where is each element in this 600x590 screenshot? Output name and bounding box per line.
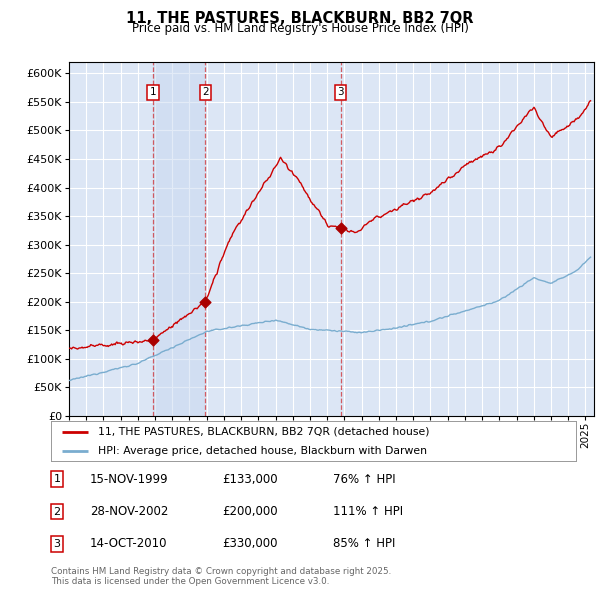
Text: Price paid vs. HM Land Registry's House Price Index (HPI): Price paid vs. HM Land Registry's House … bbox=[131, 22, 469, 35]
Point bbox=[336, 223, 346, 232]
Text: 11, THE PASTURES, BLACKBURN, BB2 7QR: 11, THE PASTURES, BLACKBURN, BB2 7QR bbox=[126, 11, 474, 25]
Text: 11, THE PASTURES, BLACKBURN, BB2 7QR (detached house): 11, THE PASTURES, BLACKBURN, BB2 7QR (de… bbox=[98, 427, 430, 437]
Text: 76% ↑ HPI: 76% ↑ HPI bbox=[333, 473, 395, 486]
Text: 15-NOV-1999: 15-NOV-1999 bbox=[90, 473, 169, 486]
Text: 111% ↑ HPI: 111% ↑ HPI bbox=[333, 505, 403, 518]
Text: HPI: Average price, detached house, Blackburn with Darwen: HPI: Average price, detached house, Blac… bbox=[98, 446, 427, 456]
Text: 2: 2 bbox=[53, 507, 61, 516]
Bar bbox=[153, 62, 205, 416]
Text: 3: 3 bbox=[337, 87, 344, 97]
Text: 3: 3 bbox=[53, 539, 61, 549]
Text: 14-OCT-2010: 14-OCT-2010 bbox=[90, 537, 167, 550]
Point bbox=[200, 297, 210, 306]
Text: £133,000: £133,000 bbox=[222, 473, 278, 486]
Text: £200,000: £200,000 bbox=[222, 505, 278, 518]
Text: 85% ↑ HPI: 85% ↑ HPI bbox=[333, 537, 395, 550]
Text: 28-NOV-2002: 28-NOV-2002 bbox=[90, 505, 169, 518]
Text: Contains HM Land Registry data © Crown copyright and database right 2025.
This d: Contains HM Land Registry data © Crown c… bbox=[51, 567, 391, 586]
Text: 1: 1 bbox=[149, 87, 157, 97]
Text: 1: 1 bbox=[53, 474, 61, 484]
Text: 2: 2 bbox=[202, 87, 208, 97]
Point bbox=[148, 335, 158, 345]
Text: £330,000: £330,000 bbox=[222, 537, 277, 550]
